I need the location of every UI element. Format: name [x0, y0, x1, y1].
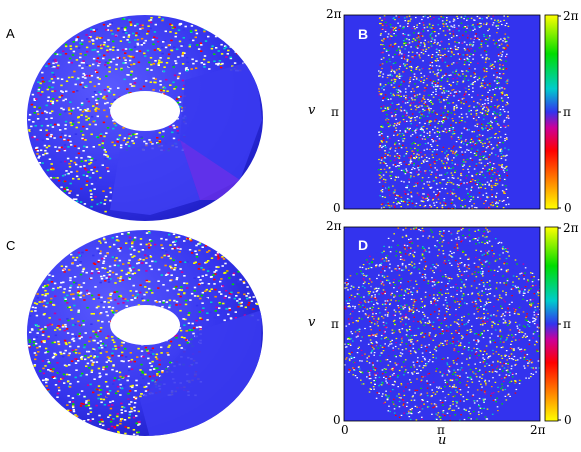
panel-label-c: C: [6, 238, 16, 253]
cb-b-top: 2π: [563, 9, 579, 23]
map-b-noise: [378, 15, 510, 209]
torus-c: [26, 230, 263, 436]
cb-b-bot: 0: [564, 201, 572, 215]
map-b: [343, 14, 541, 210]
panel-label-a: A: [6, 26, 15, 41]
panel-label-d: D: [358, 237, 369, 253]
map-d-noise: [344, 227, 540, 421]
d-ytick-0: 0: [333, 413, 341, 427]
b-ylabel: v: [308, 103, 316, 118]
cb-d-top: 2π: [563, 221, 579, 235]
panel-label-b: B: [358, 26, 369, 42]
colorbar-d: [544, 226, 561, 422]
d-ytick-2pi: 2π: [326, 219, 342, 233]
d-xlabel: u: [438, 433, 447, 448]
b-ytick-pi: π: [331, 105, 339, 119]
b-ytick-2pi: 2π: [326, 7, 342, 21]
torus-a: [26, 15, 263, 221]
d-xtick-pi: π: [437, 423, 445, 437]
map-d: [343, 226, 541, 422]
d-ylabel: v: [308, 315, 316, 330]
colorbar-b: [544, 14, 561, 210]
cb-d-mid: π: [563, 317, 571, 331]
b-ytick-0: 0: [333, 201, 341, 215]
d-xtick-0: 0: [341, 423, 349, 437]
d-xtick-2pi: 2π: [530, 423, 546, 437]
d-ytick-pi: π: [331, 317, 339, 331]
cb-d-bot: 0: [564, 413, 572, 427]
cb-b-mid: π: [563, 105, 571, 119]
